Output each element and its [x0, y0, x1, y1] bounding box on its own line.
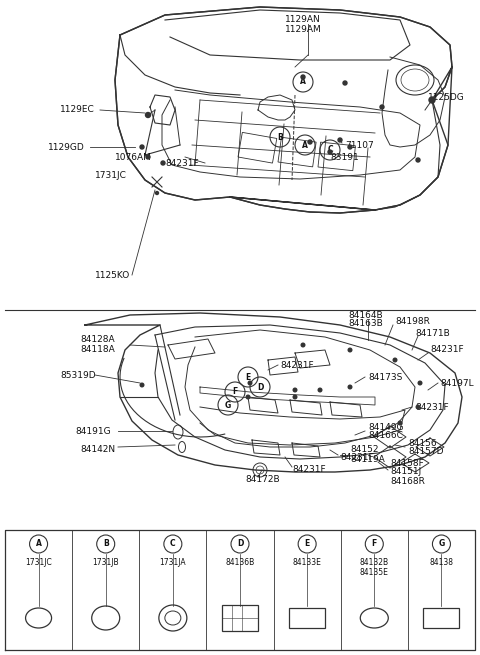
- Circle shape: [248, 381, 252, 384]
- Text: 84152: 84152: [350, 445, 379, 455]
- Circle shape: [416, 158, 420, 162]
- Text: 84118A: 84118A: [80, 345, 115, 354]
- Text: 84164B: 84164B: [348, 310, 383, 320]
- Circle shape: [429, 97, 435, 103]
- Circle shape: [338, 138, 342, 142]
- Text: C: C: [170, 540, 176, 548]
- Text: 84231F: 84231F: [415, 403, 449, 411]
- Text: 84128A: 84128A: [80, 335, 115, 345]
- Text: 1129AM: 1129AM: [285, 26, 322, 35]
- Text: 71107: 71107: [345, 141, 374, 149]
- Circle shape: [416, 405, 420, 409]
- Text: 84197L: 84197L: [440, 379, 474, 388]
- Text: 84231F: 84231F: [340, 453, 373, 462]
- Text: 84231F: 84231F: [165, 159, 199, 168]
- Bar: [289, 608, 325, 628]
- Text: 84171B: 84171B: [415, 329, 450, 337]
- Text: 84231F: 84231F: [430, 345, 464, 354]
- Bar: [278, 138, 316, 167]
- Circle shape: [140, 145, 144, 149]
- Text: 1731JB: 1731JB: [93, 558, 119, 567]
- Text: 85319D: 85319D: [60, 371, 96, 379]
- Text: 1129EC: 1129EC: [60, 105, 95, 115]
- Text: 1076AM: 1076AM: [115, 153, 152, 162]
- Text: 84191G: 84191G: [75, 428, 110, 436]
- Bar: [423, 608, 459, 628]
- Text: B: B: [277, 132, 283, 141]
- Circle shape: [308, 140, 312, 144]
- Text: G: G: [438, 540, 444, 548]
- Text: 84133E: 84133E: [293, 558, 322, 567]
- Text: D: D: [257, 383, 263, 392]
- Text: 1125DG: 1125DG: [428, 92, 465, 102]
- Circle shape: [380, 105, 384, 109]
- Circle shape: [301, 343, 305, 346]
- Text: F: F: [232, 388, 238, 396]
- Text: A: A: [300, 77, 306, 86]
- Circle shape: [140, 383, 144, 387]
- Circle shape: [418, 381, 422, 384]
- Text: 84157D: 84157D: [408, 447, 444, 457]
- Text: 84132B
84135E: 84132B 84135E: [360, 558, 389, 578]
- Text: G: G: [225, 400, 231, 409]
- Text: A: A: [36, 540, 41, 548]
- Text: A: A: [302, 141, 308, 149]
- Text: 84173S: 84173S: [368, 373, 402, 381]
- Text: E: E: [245, 373, 251, 381]
- Text: 1125KO: 1125KO: [95, 271, 130, 280]
- Text: 84156: 84156: [408, 438, 437, 447]
- Circle shape: [146, 155, 150, 159]
- Circle shape: [348, 385, 352, 389]
- Bar: [318, 142, 355, 171]
- Circle shape: [328, 150, 332, 154]
- Text: 84231F: 84231F: [280, 360, 313, 369]
- Text: 84158F: 84158F: [390, 458, 424, 468]
- Text: 84119A: 84119A: [350, 455, 385, 464]
- Circle shape: [293, 388, 297, 392]
- Circle shape: [145, 113, 151, 117]
- Bar: [238, 132, 277, 163]
- Text: 1129GD: 1129GD: [48, 143, 85, 151]
- Text: 1731JA: 1731JA: [159, 558, 186, 567]
- Text: 84198R: 84198R: [395, 318, 430, 326]
- Text: 84138: 84138: [430, 558, 454, 567]
- Circle shape: [246, 395, 250, 399]
- Text: 84172B: 84172B: [245, 476, 280, 485]
- Text: 84166C: 84166C: [368, 432, 403, 441]
- Circle shape: [393, 358, 397, 362]
- Text: 84231F: 84231F: [292, 466, 325, 474]
- Text: 84168R: 84168R: [390, 476, 425, 485]
- Circle shape: [293, 395, 297, 399]
- Text: 84149G: 84149G: [368, 422, 404, 432]
- Circle shape: [348, 145, 352, 149]
- Circle shape: [301, 75, 305, 79]
- Text: C: C: [327, 145, 333, 155]
- Circle shape: [398, 421, 402, 425]
- Circle shape: [348, 348, 352, 352]
- Bar: [222, 605, 258, 631]
- Circle shape: [161, 161, 165, 165]
- Text: 1129AN: 1129AN: [285, 16, 321, 24]
- Circle shape: [156, 191, 158, 195]
- Text: 84151J: 84151J: [390, 468, 421, 476]
- Circle shape: [318, 388, 322, 392]
- Text: D: D: [237, 540, 243, 548]
- Text: F: F: [372, 540, 377, 548]
- Text: 84142N: 84142N: [80, 445, 115, 455]
- Text: E: E: [304, 540, 310, 548]
- Text: 1731JC: 1731JC: [95, 170, 127, 179]
- Text: 84163B: 84163B: [348, 320, 383, 329]
- Circle shape: [343, 81, 347, 85]
- Text: 83191: 83191: [330, 153, 359, 162]
- Text: 84136B: 84136B: [226, 558, 254, 567]
- Text: B: B: [103, 540, 108, 548]
- Text: 1731JC: 1731JC: [25, 558, 52, 567]
